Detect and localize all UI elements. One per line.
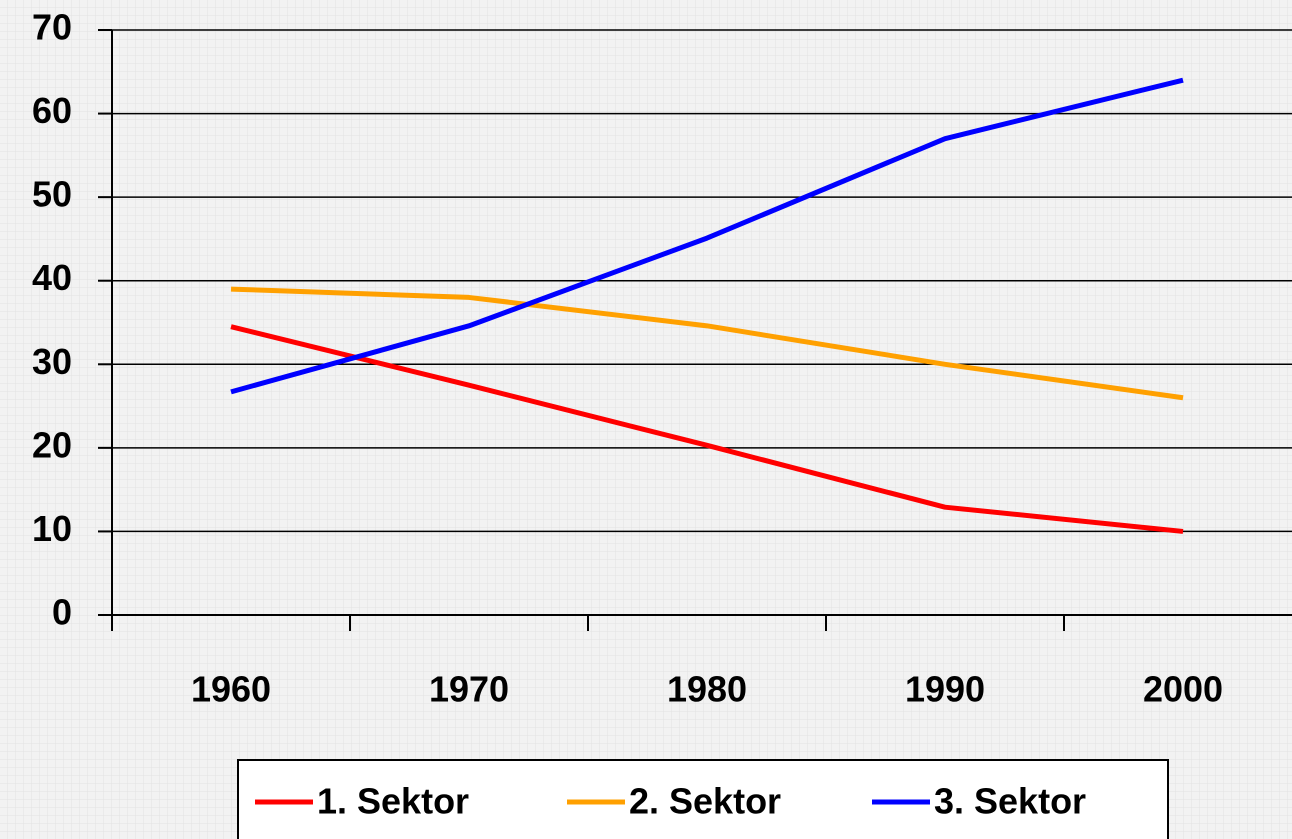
legend-label: 2. Sektor — [629, 781, 781, 822]
y-tick-label: 20 — [32, 424, 72, 465]
y-tick-label: 40 — [32, 257, 72, 298]
legend-box — [237, 759, 1169, 839]
x-tick-label: 1970 — [429, 669, 509, 710]
x-tick-label: 1980 — [667, 669, 747, 710]
y-tick-label: 70 — [32, 7, 72, 48]
y-tick-label: 30 — [32, 341, 72, 382]
x-tick-label: 2000 — [1143, 669, 1223, 710]
x-tick-label: 1960 — [191, 669, 271, 710]
y-tick-label: 10 — [32, 508, 72, 549]
series-line — [230, 286, 1184, 401]
legend-label: 3. Sektor — [934, 781, 1086, 822]
y-tick-label: 0 — [52, 592, 72, 633]
x-tick-label: 1990 — [905, 669, 985, 710]
legend-label: 1. Sektor — [317, 781, 469, 822]
series-line — [230, 324, 1184, 534]
y-tick-label: 60 — [32, 90, 72, 131]
y-tick-label: 50 — [32, 174, 72, 215]
series-line — [230, 77, 1184, 395]
